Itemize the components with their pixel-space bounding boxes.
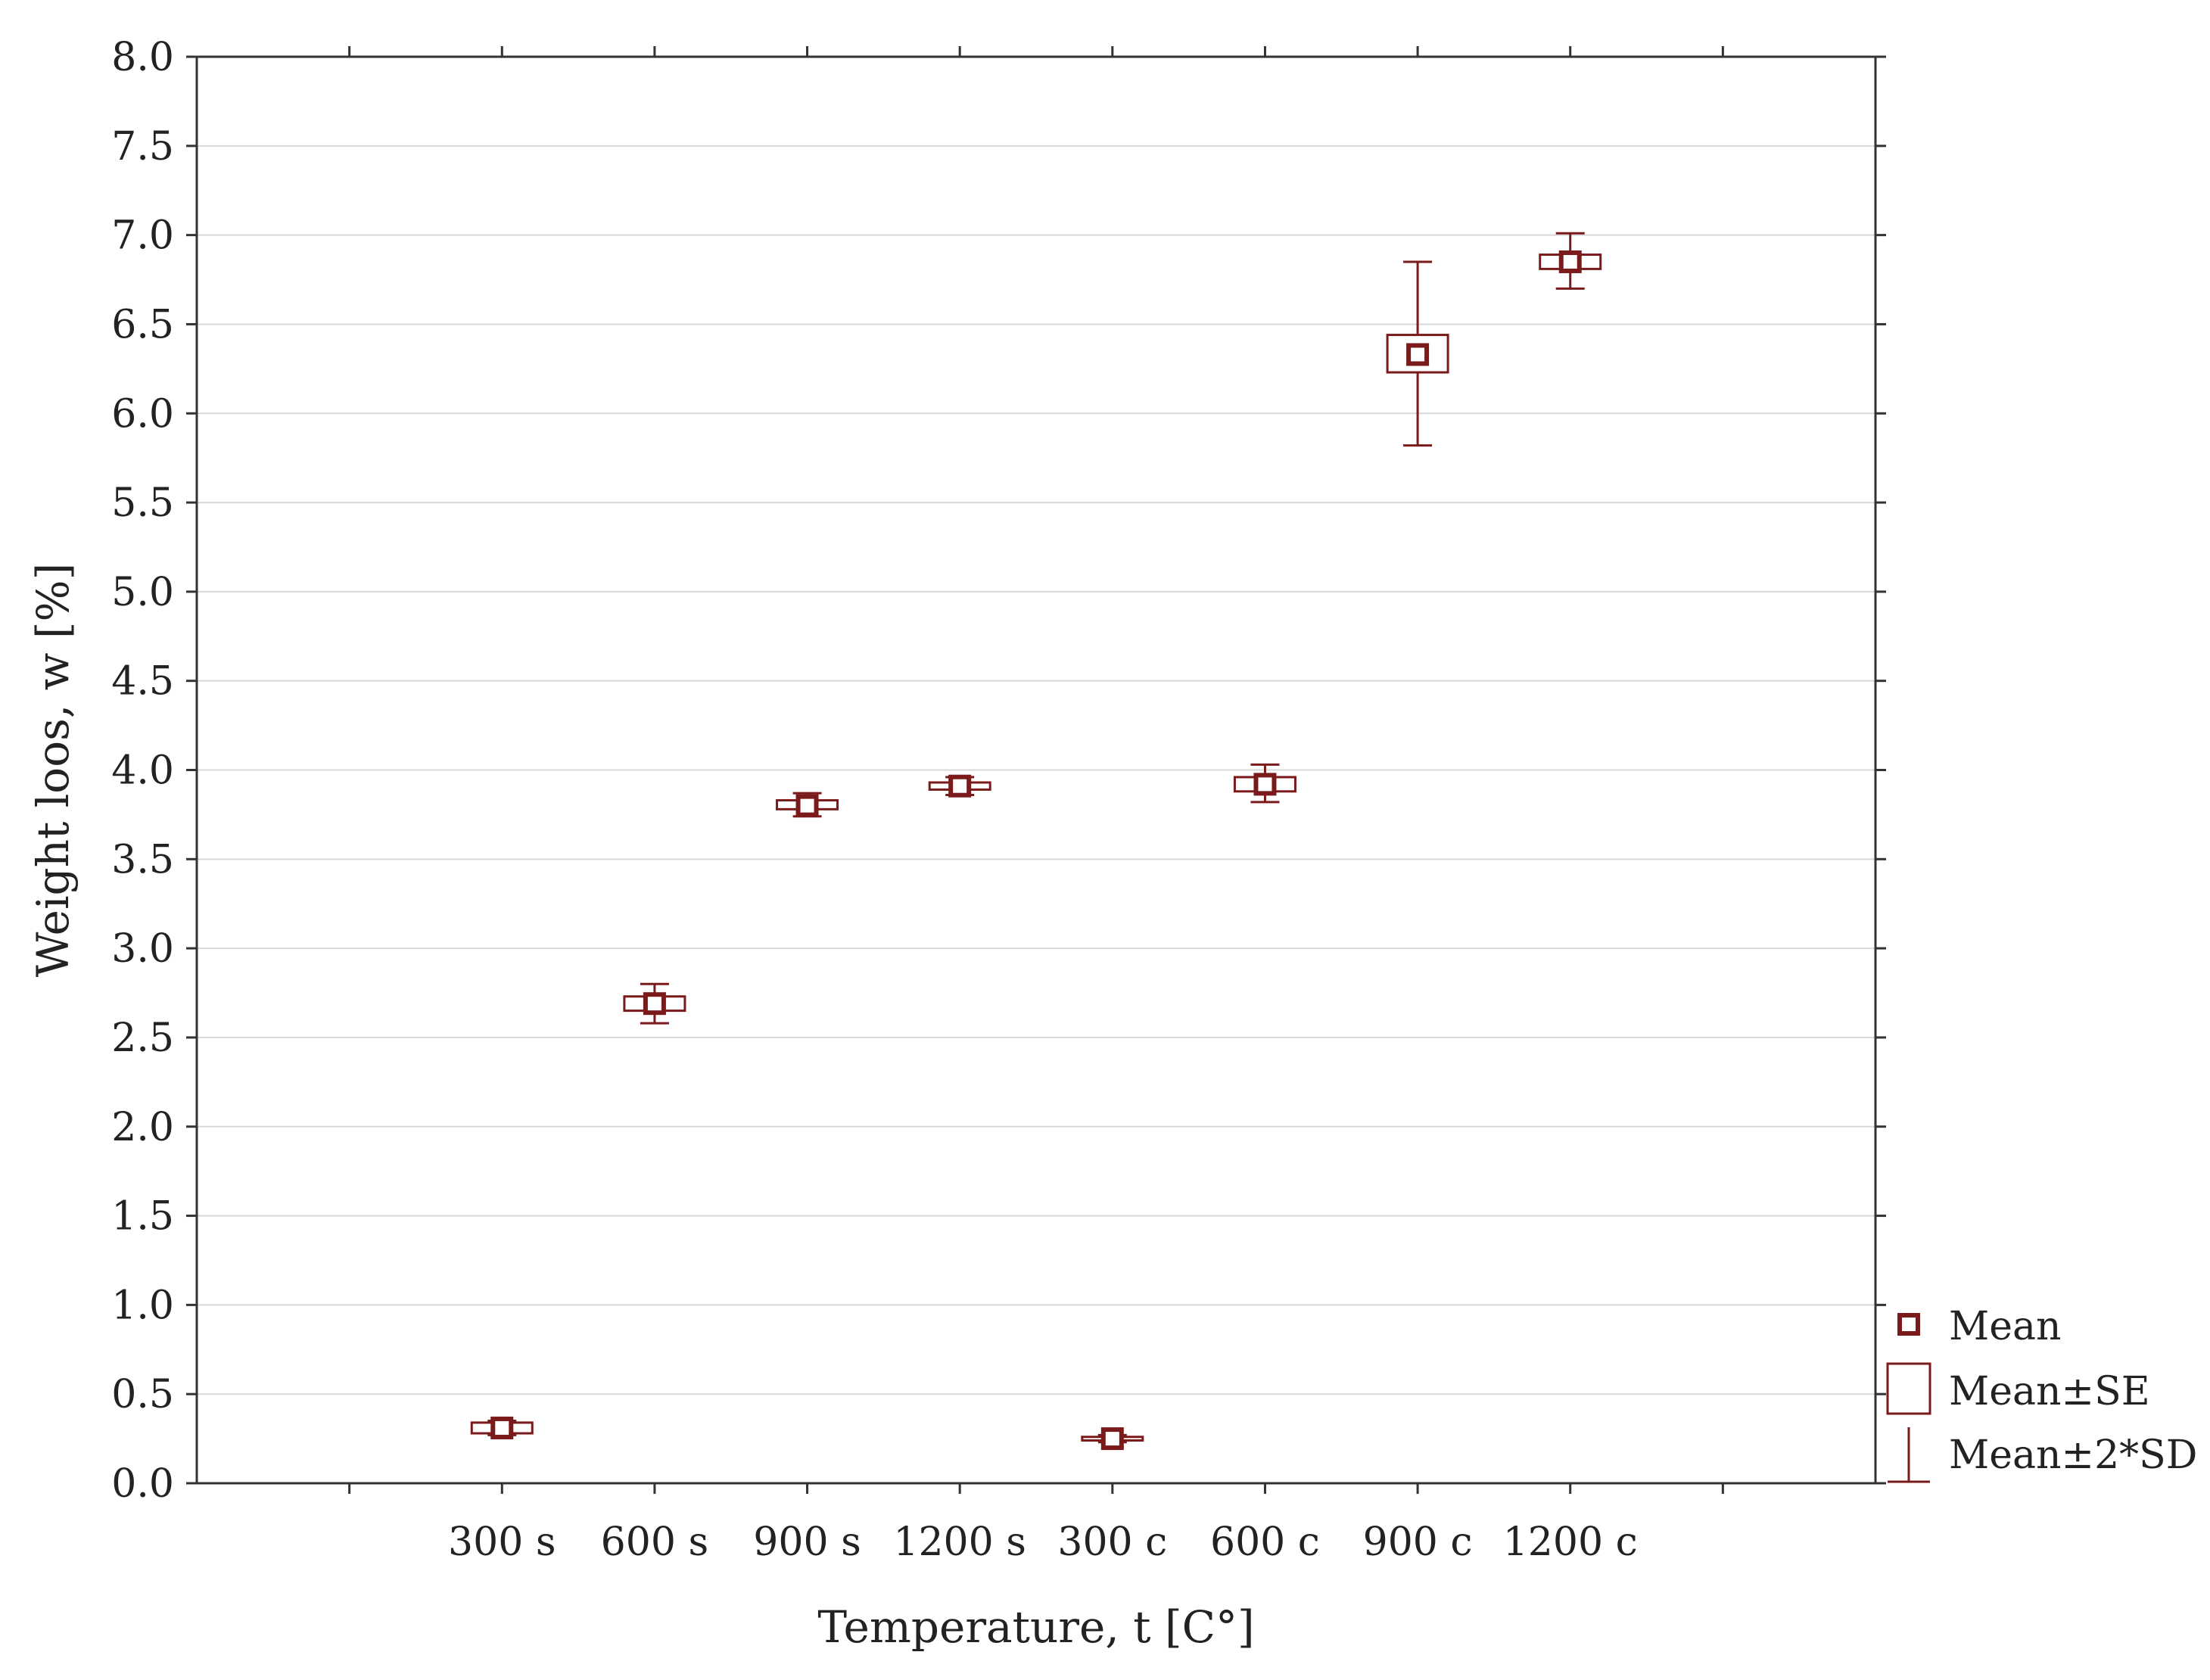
box-group xyxy=(1386,260,1449,447)
y-tick-label: 5.5 xyxy=(111,481,174,526)
y-tick-label: 4.0 xyxy=(111,748,174,794)
y-tick-label: 1.5 xyxy=(111,1194,174,1240)
x-tick-labels: 300 s 600 s 900 s 1200 s 300 c 600 c 900 c 1200… xyxy=(448,1520,1638,1565)
y-tick-marks xyxy=(186,55,1886,1485)
data-marks xyxy=(470,232,1602,1451)
legend-label-mean: Mean xyxy=(1949,1304,2062,1349)
box-group xyxy=(623,982,686,1025)
box-group xyxy=(1081,1427,1144,1451)
y-tick-label: 6.5 xyxy=(111,302,174,347)
mean-marker xyxy=(1100,1427,1124,1451)
y-tick-label: 0.0 xyxy=(111,1461,174,1507)
y-tick-label: 8.0 xyxy=(111,35,174,80)
y-tick-label: 3.5 xyxy=(111,837,174,882)
legend-mean-swatch xyxy=(1897,1313,1920,1336)
y-tick-label: 1.0 xyxy=(111,1283,174,1328)
x-tick-label: 300 s xyxy=(448,1520,556,1565)
y-tick-label: 0.5 xyxy=(111,1372,174,1417)
x-tick-label: 1200 s xyxy=(893,1520,1026,1565)
mean-marker xyxy=(795,794,819,817)
gridlines xyxy=(197,145,1875,1395)
x-tick-label: 600 c xyxy=(1210,1520,1320,1565)
x-tick-marks xyxy=(348,46,1724,1494)
y-axis-label: Weight loos, w [%] xyxy=(27,563,79,977)
mean-marker xyxy=(948,774,972,798)
box-group xyxy=(470,1416,534,1439)
y-tick-label: 5.0 xyxy=(111,570,174,615)
legend-label-se: Mean±SE xyxy=(1949,1369,2150,1414)
y-tick-label: 2.5 xyxy=(111,1016,174,1061)
x-tick-label: 900 s xyxy=(753,1520,861,1565)
y-tick-label: 2.0 xyxy=(111,1105,174,1150)
box-group xyxy=(1539,232,1602,290)
x-tick-label: 900 c xyxy=(1363,1520,1473,1565)
y-tick-label: 3.0 xyxy=(111,926,174,972)
y-tick-label: 7.5 xyxy=(111,124,174,170)
mean-marker xyxy=(1406,343,1430,366)
x-tick-label: 1200 c xyxy=(1503,1520,1638,1565)
y-tick-labels: 0.0 0.5 1.0 1.5 2.0 2.5 3.0 3.5 4.0 4.5 5.0 5.5 6.0 6… xyxy=(111,35,174,1507)
x-axis-label: Temperature, t [C°] xyxy=(817,1601,1254,1653)
mean-marker xyxy=(490,1416,514,1439)
y-tick-label: 4.5 xyxy=(111,659,174,705)
legend-label-sd: Mean±2*SD xyxy=(1949,1433,2197,1478)
mean-marker xyxy=(1253,773,1277,796)
mean-marker xyxy=(1558,250,1582,273)
box-group xyxy=(928,774,991,798)
x-tick-label: 600 s xyxy=(601,1520,708,1565)
y-tick-label: 6.0 xyxy=(111,391,174,437)
y-tick-label: 7.0 xyxy=(111,213,174,259)
legend-se-swatch xyxy=(1886,1362,1931,1415)
box-group xyxy=(776,792,839,818)
legend: Mean Mean±SE Mean±2*SD xyxy=(1886,1304,2197,1483)
mean-marker xyxy=(643,992,666,1016)
box-group xyxy=(1233,763,1296,804)
x-tick-label: 300 c xyxy=(1057,1520,1167,1565)
